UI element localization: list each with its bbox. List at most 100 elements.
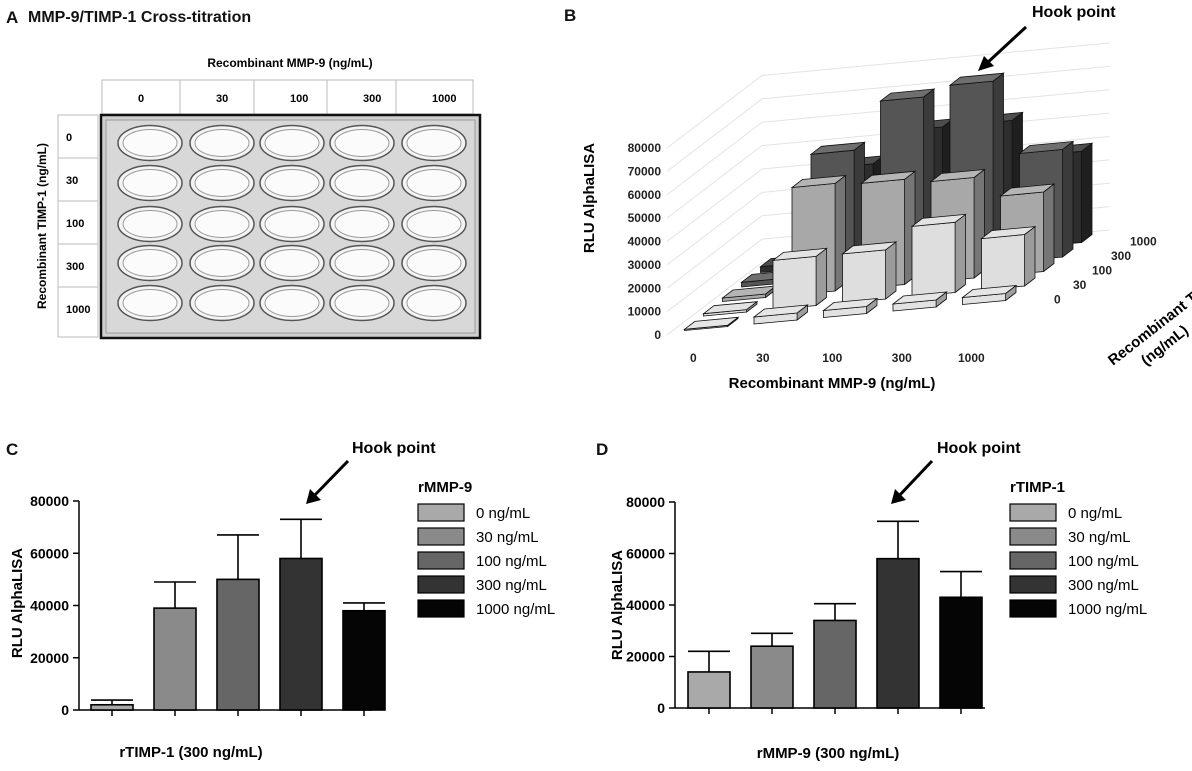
y-axis-label: RLU AlphaLISA bbox=[9, 548, 26, 658]
legend-swatch bbox=[417, 527, 465, 546]
plate-well-inner bbox=[194, 289, 250, 317]
legend-label: 1000 ng/mL bbox=[1068, 601, 1147, 618]
chart-3d-ytick: 10000 bbox=[628, 305, 662, 319]
chart-3d-hook-label: Hook point bbox=[1032, 4, 1116, 21]
chart-3d-hook-arrow-line bbox=[984, 25, 1028, 66]
plate-row-label: 300 bbox=[66, 261, 84, 273]
chart-3d-ytick: 50000 bbox=[628, 211, 662, 225]
bar bbox=[939, 596, 983, 709]
plate-well-inner bbox=[406, 289, 462, 317]
y-tick-label: 40000 bbox=[30, 598, 69, 614]
legend-swatch bbox=[417, 503, 465, 522]
legend-swatch bbox=[1009, 551, 1057, 570]
chart-c: 0 20000 40000 60000 80000 RLU AlphaLISA rTIMP-… bbox=[9, 440, 555, 761]
chart-3d-bar bbox=[752, 304, 809, 325]
plate-well-inner bbox=[264, 289, 320, 317]
bar bbox=[216, 578, 260, 711]
legend-label: 300 ng/mL bbox=[1068, 577, 1139, 594]
chart-3d-bar-side bbox=[1043, 183, 1055, 273]
x-axis-label: rMMP-9 (300 ng/mL) bbox=[757, 745, 900, 762]
plate-col-label: 300 bbox=[363, 93, 381, 105]
y-tick-label: 0 bbox=[657, 700, 665, 716]
chart-3d-xtick: 1000 bbox=[958, 351, 985, 365]
chart-3d-bar-top bbox=[980, 226, 1037, 240]
plate-well-inner bbox=[406, 210, 462, 238]
legend-label: 0 ng/mL bbox=[1068, 505, 1122, 522]
chart-3d-bar bbox=[721, 285, 778, 302]
x-axis-label: rTIMP-1 (300 ng/mL) bbox=[119, 744, 262, 761]
plate-col-label: 30 bbox=[216, 93, 228, 105]
plate-row-header: Recombinant TIMP-1 (ng/mL) bbox=[35, 143, 49, 309]
legend-swatch bbox=[417, 599, 465, 618]
bar bbox=[876, 557, 920, 709]
y-tick-label: 80000 bbox=[30, 493, 69, 509]
chart-3d-bar bbox=[891, 291, 948, 312]
legend-label: 100 ng/mL bbox=[476, 553, 547, 570]
y-tick-label: 20000 bbox=[30, 650, 69, 666]
chart-3d-bar-top bbox=[929, 168, 986, 183]
bar bbox=[90, 703, 134, 711]
chart-3d-bar-top bbox=[790, 174, 847, 189]
chart-3d-ztick: 0 bbox=[1054, 292, 1061, 306]
chart-3d-bar bbox=[841, 241, 898, 304]
y-tick-label: 20000 bbox=[626, 649, 665, 665]
legend-swatch bbox=[1009, 599, 1057, 618]
panel-a: A MMP-9/TIMP-1 Cross-titration Recombina… bbox=[0, 0, 560, 380]
plate-row-cell bbox=[57, 114, 99, 159]
chart-3d-xtick: 30 bbox=[756, 351, 770, 365]
chart-3d-bar-top bbox=[948, 72, 1005, 86]
chart-3d-bar-top bbox=[1018, 140, 1075, 155]
chart-3d-ztick: 30 bbox=[1073, 278, 1087, 292]
plate-col-label: 1000 bbox=[432, 93, 456, 105]
plate-col-cell bbox=[101, 79, 181, 115]
chart-3d-ytick: 80000 bbox=[628, 141, 662, 155]
plate-well-inner bbox=[406, 129, 462, 157]
bar bbox=[750, 645, 794, 709]
chart-3d-bar-side bbox=[1081, 142, 1093, 244]
chart-3d-ztick: 1000 bbox=[1130, 234, 1157, 248]
chart-3d-xtick: 100 bbox=[822, 351, 842, 365]
chart-3d-ytick: 20000 bbox=[628, 281, 662, 295]
plate-well-inner bbox=[334, 210, 390, 238]
plate-row-label: 0 bbox=[66, 132, 72, 144]
chart-3d-bar bbox=[683, 316, 740, 331]
plate-row-label: 1000 bbox=[66, 304, 90, 316]
y-tick-label: 60000 bbox=[626, 546, 665, 562]
panel-letter-b: B bbox=[564, 6, 577, 25]
legend-label: 1000 ng/mL bbox=[476, 601, 555, 618]
legend-label: 300 ng/mL bbox=[476, 577, 547, 594]
panel-d: D 0 20000 40000 60000 80000 RLU AlphaLISA rMMP… bbox=[592, 425, 1192, 766]
hook-point-label: Hook point bbox=[937, 440, 1021, 457]
plate-col-cell bbox=[395, 79, 474, 115]
chart-3d-bar-top bbox=[822, 297, 879, 312]
chart-3d-ytick: 40000 bbox=[628, 235, 662, 249]
chart-3d-bar-side bbox=[1062, 140, 1074, 258]
chart-3d-ztick: 100 bbox=[1092, 263, 1112, 277]
chart-3d-ylabel: RLU AlphaLISA bbox=[581, 143, 598, 253]
legend-label: 100 ng/mL bbox=[1068, 553, 1139, 570]
chart-3d-ytick: 0 bbox=[654, 328, 661, 342]
chart-3d-ztick: 300 bbox=[1111, 249, 1131, 263]
plate-well-inner bbox=[194, 129, 250, 157]
plate-row-label: 30 bbox=[66, 175, 78, 187]
plate-col-label: 100 bbox=[290, 93, 308, 105]
chart-3d-bar-front bbox=[842, 249, 887, 304]
chart-3d-xlabel: Recombinant MMP-9 (ng/mL) bbox=[729, 375, 936, 392]
chart-3d-bar bbox=[980, 225, 1037, 291]
bar bbox=[342, 609, 386, 711]
plate-well-inner bbox=[264, 210, 320, 238]
chart-d: 0 20000 40000 60000 80000 RLU AlphaLISA rMMP-9… bbox=[609, 440, 1147, 762]
chart-3d-bar bbox=[771, 247, 828, 310]
chart-3d-bar-front bbox=[911, 221, 956, 297]
legend-title: rMMP-9 bbox=[418, 479, 472, 496]
bar bbox=[687, 671, 731, 709]
plate-well-inner bbox=[334, 289, 390, 317]
chart-3d-bar-top bbox=[683, 316, 740, 330]
plate-well-inner bbox=[264, 169, 320, 197]
chart-3d-bar-top bbox=[752, 304, 809, 318]
plate-well-inner bbox=[264, 129, 320, 157]
chart-3d-bar-top bbox=[809, 141, 866, 155]
bar bbox=[279, 557, 323, 711]
chart-3d-bar-top bbox=[841, 241, 898, 255]
chart-3d-ytick: 60000 bbox=[628, 188, 662, 202]
